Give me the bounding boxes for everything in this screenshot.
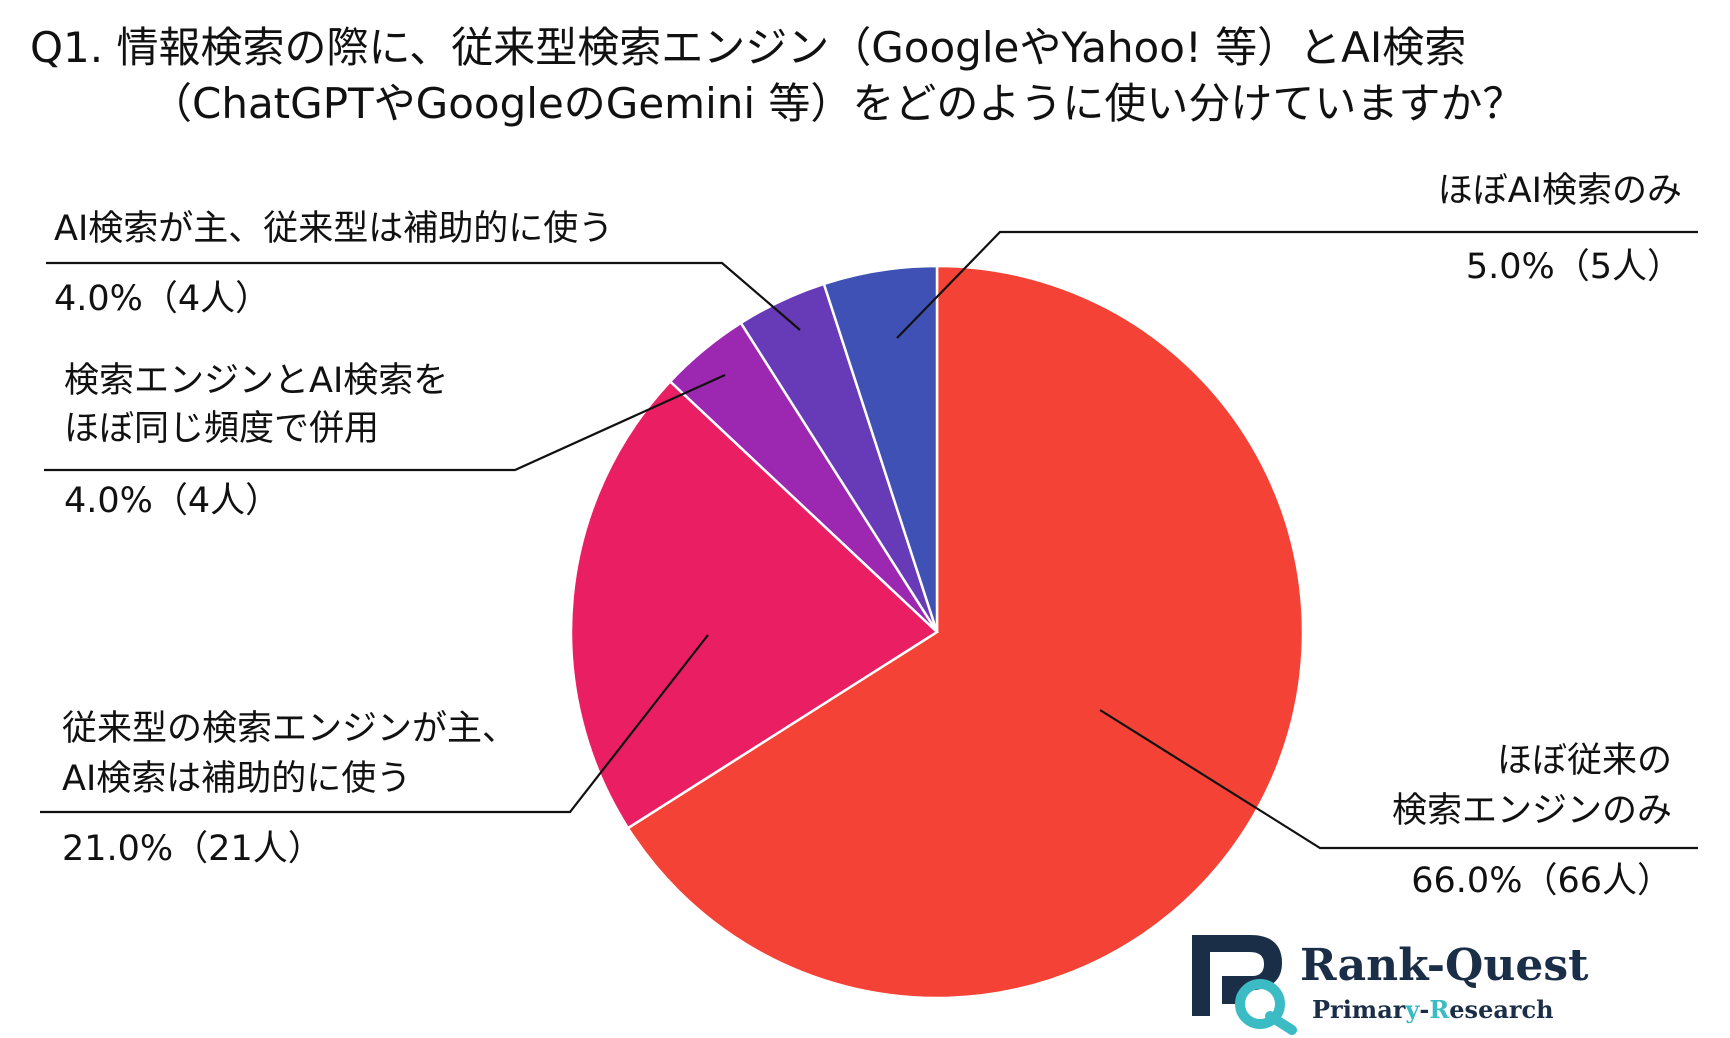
pie-slice-2: [569, 379, 940, 830]
slice-value-label-4: 4.0%（4人）: [54, 279, 270, 319]
leader-line-5: [896, 230, 1698, 339]
slice-category-label-3: ほぼ同じ頻度で併用: [64, 409, 379, 449]
leader-line-3: [44, 373, 726, 472]
slice-category-label-1: 検索エンジンのみ: [1392, 791, 1672, 831]
logo-mark-icon: [1192, 935, 1297, 1035]
rank-quest-logo: Rank-Quest Primary-Research: [1192, 935, 1589, 1035]
logo-sub-text: Primary-Research: [1312, 995, 1554, 1024]
slice-value-label-3: 4.0%（4人）: [64, 481, 280, 521]
slice-category-label-3: 検索エンジンとAI検索を: [64, 361, 448, 401]
logo-brand-text: Rank-Quest: [1300, 940, 1589, 991]
slice-value-label-2: 21.0%（21人）: [62, 829, 323, 869]
pie-slice-5: [822, 264, 939, 633]
leader-line-4: [46, 261, 801, 331]
leader-lines: [40, 230, 1698, 850]
title-line-1: Q1. 情報検索の際に、従来型検索エンジン（GoogleやYahoo! 等）とA…: [30, 23, 1466, 72]
pie-slices: [569, 264, 1305, 1000]
leader-line-2: [40, 634, 709, 814]
slice-category-label-5: ほぼAI検索のみ: [1438, 171, 1682, 211]
slice-category-label-2: AI検索は補助的に使う: [62, 759, 411, 799]
slice-value-label-1: 66.0%（66人）: [1411, 861, 1672, 901]
leader-line-1: [1099, 709, 1698, 850]
title-line-2: （ChatGPTやGoogleのGemini 等）をどのように使い分けていますか…: [150, 79, 1524, 128]
slice-category-label-4: AI検索が主、従来型は補助的に使う: [54, 209, 613, 249]
slice-category-label-1: ほぼ従来の: [1497, 741, 1672, 781]
slice-category-label-2: 従来型の検索エンジンが主、: [62, 709, 517, 749]
chart-title: Q1. 情報検索の際に、従来型検索エンジン（GoogleやYahoo! 等）とA…: [30, 23, 1524, 128]
slice-value-label-5: 5.0%（5人）: [1466, 247, 1682, 287]
